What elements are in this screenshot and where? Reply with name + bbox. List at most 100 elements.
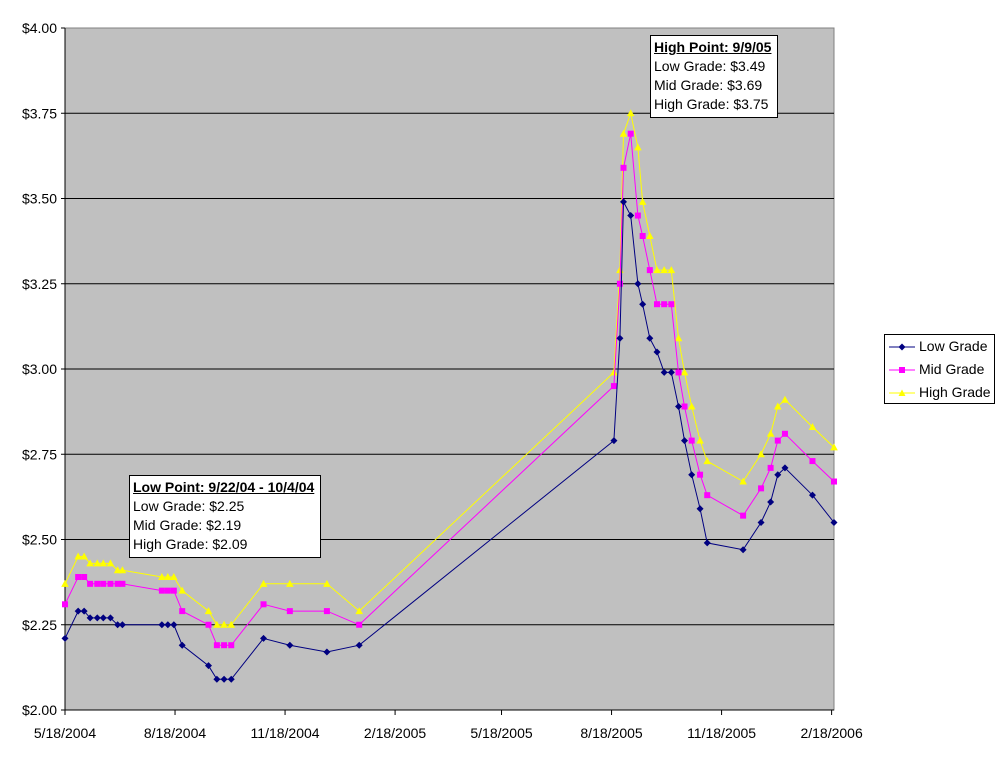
data-point bbox=[653, 266, 661, 274]
data-point bbox=[221, 642, 228, 649]
data-point bbox=[610, 437, 618, 445]
data-point bbox=[178, 641, 186, 649]
data-point bbox=[616, 334, 624, 342]
data-point bbox=[213, 620, 221, 628]
data-point bbox=[227, 620, 236, 628]
data-point bbox=[94, 580, 101, 587]
series-high-grade bbox=[61, 109, 838, 628]
x-tick-label: 5/18/2004 bbox=[34, 725, 96, 741]
data-point bbox=[667, 266, 676, 274]
legend-label: Low Grade bbox=[919, 338, 988, 354]
data-point bbox=[93, 559, 102, 567]
data-point bbox=[646, 267, 653, 274]
data-point bbox=[286, 641, 294, 649]
legend-swatch bbox=[889, 367, 915, 373]
data-point bbox=[674, 334, 683, 342]
data-point bbox=[634, 143, 642, 151]
data-point bbox=[646, 334, 654, 342]
data-point bbox=[697, 471, 704, 478]
data-point bbox=[740, 512, 747, 519]
annotation-line: Mid Grade: $3.69 bbox=[654, 77, 763, 93]
data-point bbox=[767, 464, 774, 471]
annotation-line: High Grade: $3.75 bbox=[654, 96, 769, 112]
data-point bbox=[831, 478, 837, 485]
y-tick-label: $3.00 bbox=[22, 361, 57, 377]
data-point bbox=[286, 608, 293, 615]
data-point bbox=[99, 559, 108, 567]
data-point bbox=[688, 437, 695, 444]
data-point bbox=[758, 485, 765, 492]
data-point bbox=[639, 300, 647, 308]
legend-label: High Grade bbox=[919, 384, 991, 400]
data-point bbox=[675, 403, 683, 411]
data-point bbox=[774, 471, 782, 479]
data-point bbox=[830, 518, 838, 526]
data-point bbox=[158, 621, 166, 629]
data-point bbox=[220, 675, 228, 683]
data-point bbox=[781, 395, 789, 403]
chart-legend: Low Grade Mid Grade High Grade bbox=[884, 334, 995, 404]
data-point bbox=[113, 566, 122, 574]
data-point bbox=[227, 675, 235, 683]
data-point bbox=[118, 566, 127, 574]
data-point bbox=[781, 464, 789, 472]
data-point bbox=[757, 450, 765, 458]
x-tick-label: 2/18/2005 bbox=[364, 725, 426, 741]
data-point bbox=[164, 587, 171, 594]
data-point bbox=[80, 552, 88, 560]
data-point bbox=[620, 198, 628, 206]
data-point bbox=[179, 608, 186, 615]
data-point bbox=[170, 587, 177, 594]
data-point bbox=[703, 457, 712, 465]
data-point bbox=[355, 607, 364, 615]
data-point bbox=[766, 429, 775, 437]
data-point bbox=[100, 580, 107, 587]
data-point bbox=[610, 383, 617, 390]
annotation-line: Low Grade: $3.49 bbox=[654, 58, 766, 74]
x-tick-label: 11/18/2004 bbox=[251, 725, 320, 741]
x-tick-label: 8/18/2004 bbox=[144, 725, 206, 741]
data-point bbox=[259, 579, 268, 587]
data-point bbox=[164, 573, 172, 581]
data-point bbox=[619, 129, 628, 137]
data-point bbox=[646, 232, 654, 240]
annotation-line: Low Grade: $2.25 bbox=[133, 498, 245, 514]
high-point-annotation: High Point: 9/9/05 Low Grade: $3.49 Mid … bbox=[650, 35, 779, 118]
data-point bbox=[680, 368, 689, 376]
data-point bbox=[696, 436, 704, 444]
legend-label: Mid Grade bbox=[919, 361, 985, 377]
data-point bbox=[213, 642, 220, 649]
y-tick-label: $3.25 bbox=[22, 276, 57, 292]
data-point bbox=[228, 642, 235, 649]
data-point bbox=[681, 403, 688, 410]
data-point bbox=[87, 580, 94, 587]
data-point bbox=[213, 675, 221, 683]
data-point bbox=[653, 301, 660, 308]
data-point bbox=[204, 607, 213, 615]
y-tick-label: $3.75 bbox=[22, 105, 57, 121]
data-point bbox=[323, 648, 331, 656]
data-point bbox=[164, 621, 172, 629]
data-point bbox=[260, 634, 268, 642]
legend-item-high-grade: High Grade bbox=[885, 383, 995, 403]
data-point bbox=[661, 301, 668, 308]
data-point bbox=[687, 402, 696, 410]
data-point bbox=[260, 601, 267, 608]
data-point bbox=[323, 579, 331, 587]
data-point bbox=[688, 471, 696, 479]
data-point bbox=[610, 368, 618, 376]
data-point bbox=[696, 505, 704, 513]
data-point bbox=[158, 573, 166, 581]
data-point bbox=[626, 109, 635, 117]
x-tick-label: 11/18/2005 bbox=[687, 725, 756, 741]
data-point bbox=[653, 348, 661, 356]
data-point bbox=[106, 559, 115, 567]
data-point bbox=[118, 621, 126, 629]
data-point bbox=[634, 280, 642, 288]
data-point bbox=[681, 437, 689, 445]
y-tick-label: $2.25 bbox=[22, 617, 57, 633]
data-point bbox=[86, 559, 94, 567]
series-low-grade bbox=[61, 198, 838, 683]
data-point bbox=[205, 621, 212, 628]
data-point bbox=[627, 212, 635, 220]
